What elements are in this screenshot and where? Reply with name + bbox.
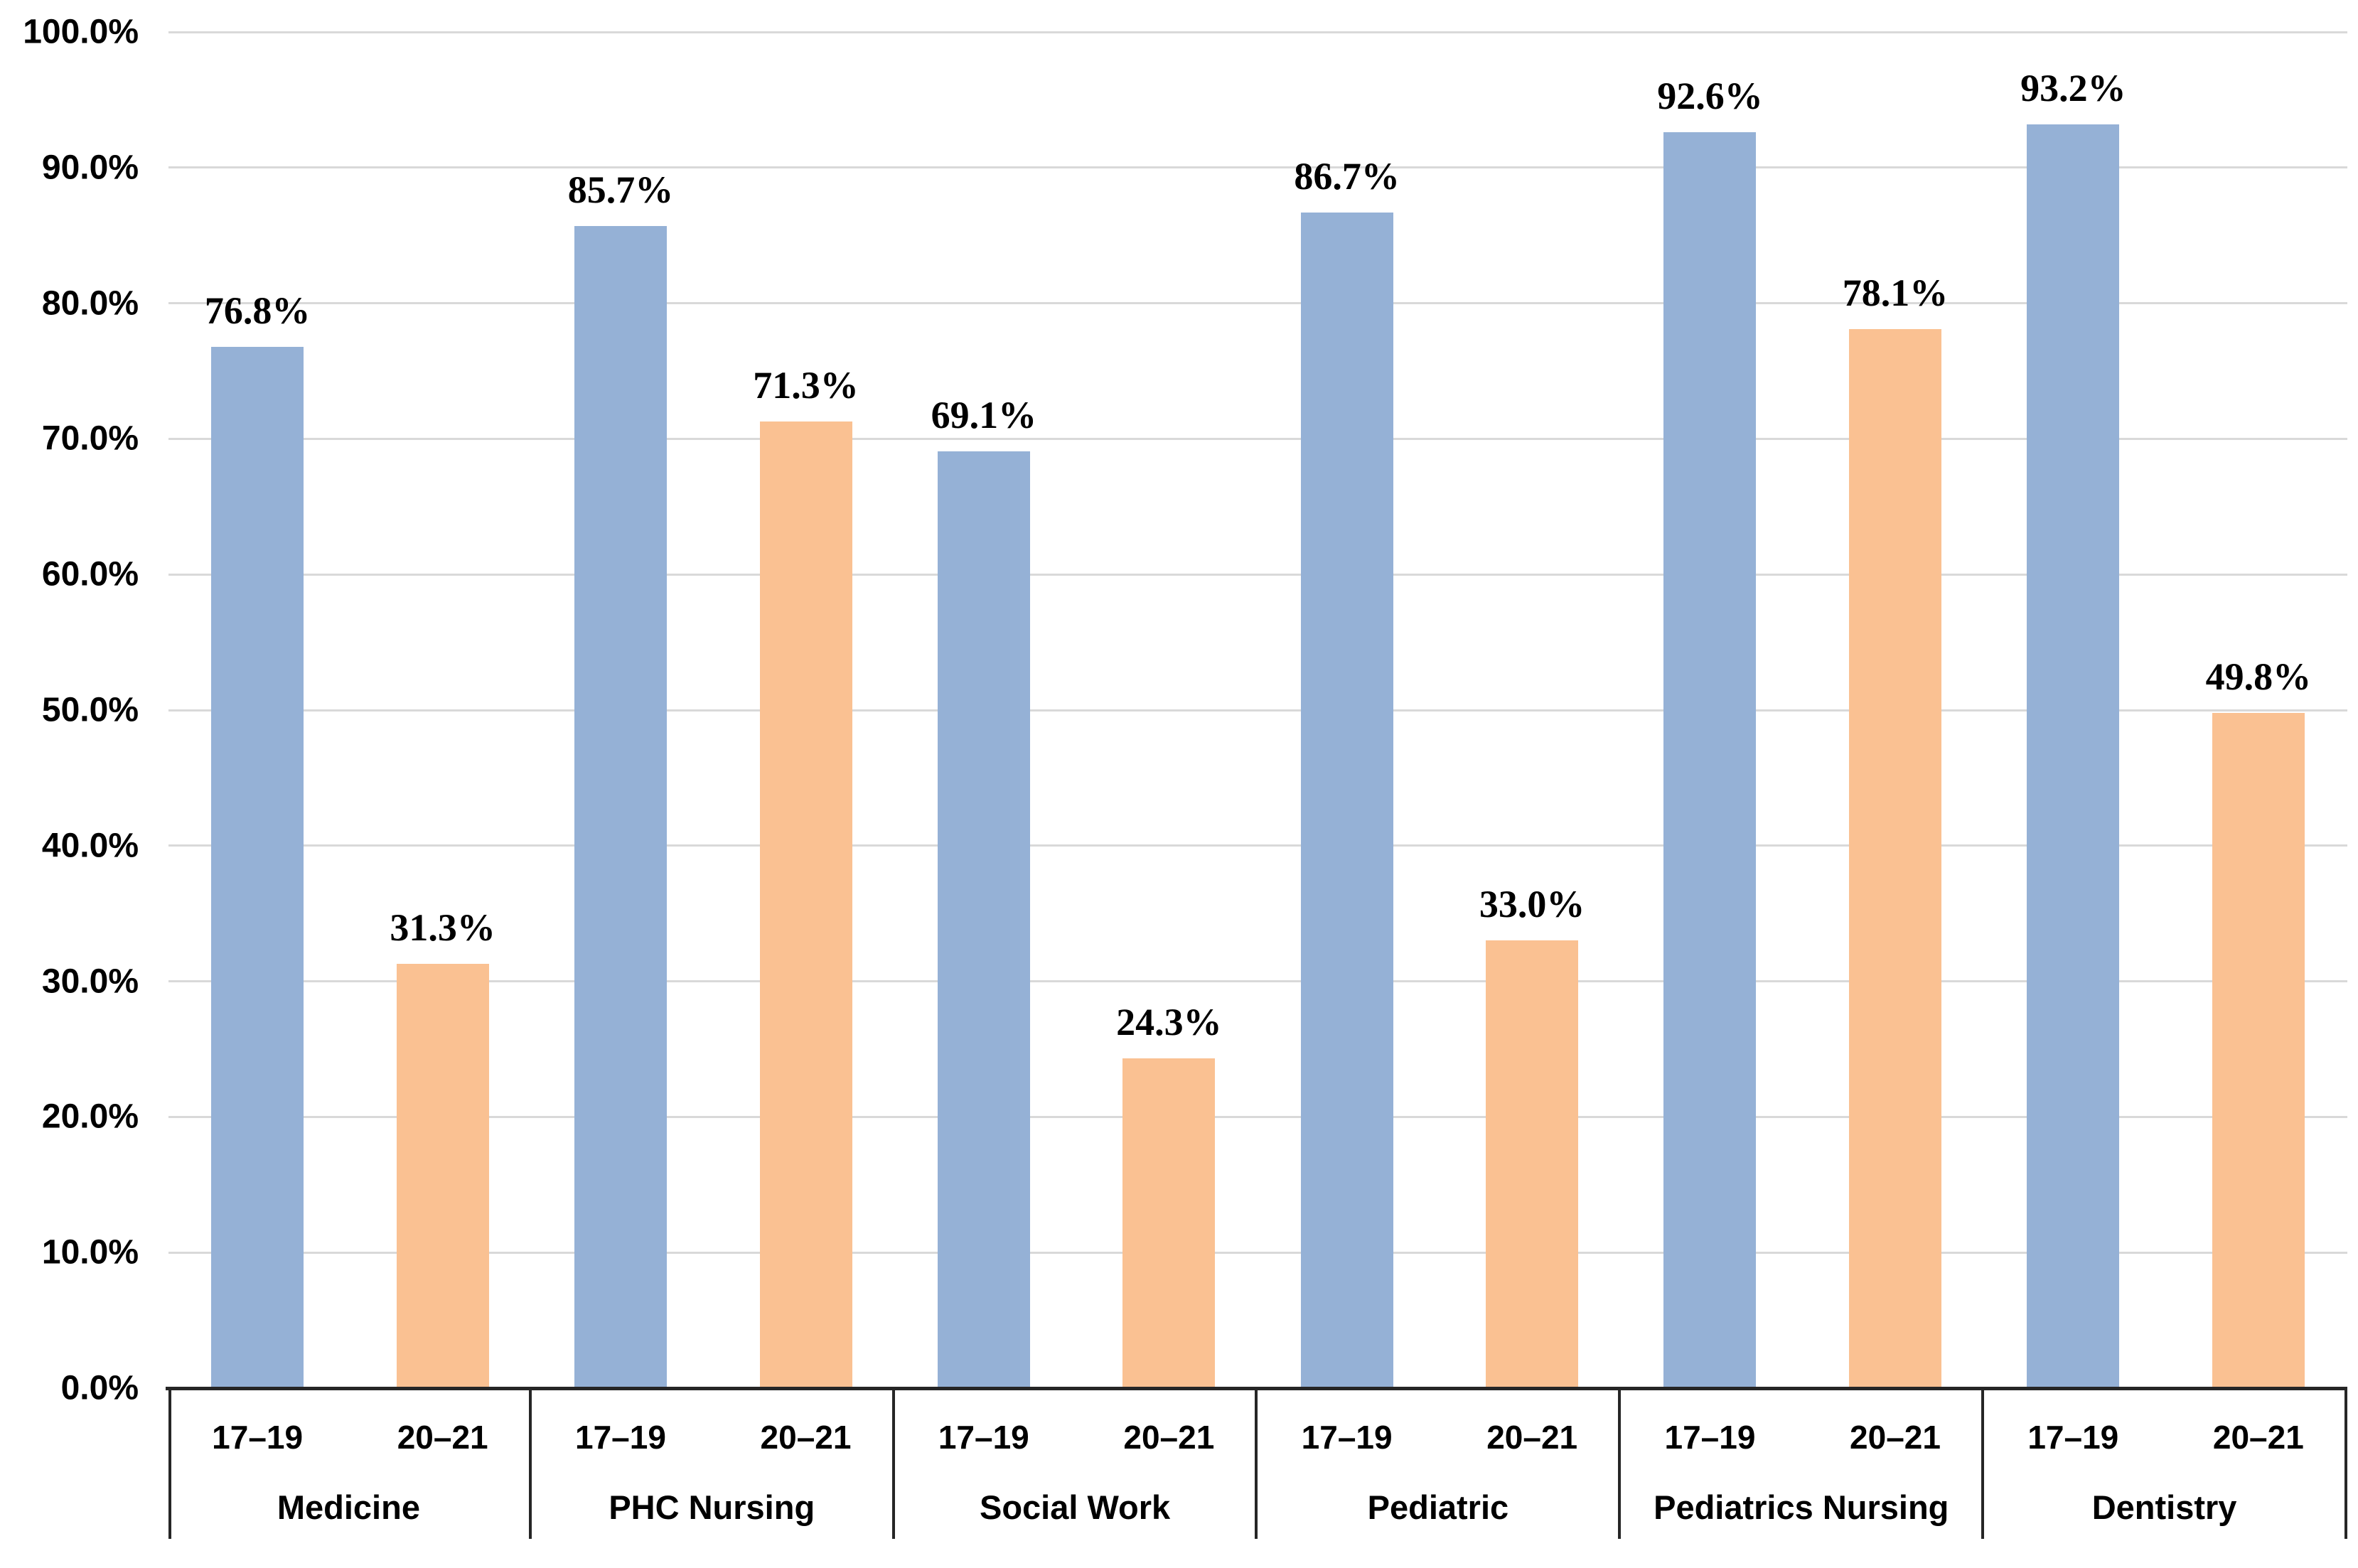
bar-value-label: 69.1% [931,393,1037,436]
bar-17–19-Dentistry [2027,124,2120,1388]
bar-value-label: 78.1% [1842,271,1949,314]
bar-20–21-Pediatric [1486,940,1579,1388]
y-axis-tick-label: 90.0% [41,149,139,187]
bar-value-label: 85.7% [567,168,674,211]
gridline [168,437,2347,440]
bar-value-label: 24.3% [1116,1001,1222,1044]
gridline [168,1251,2347,1254]
gridline [168,1115,2347,1118]
category-name-label: Pediatric [1367,1488,1509,1526]
series-tick-label: 17–19 [212,1419,304,1456]
category-cell-PHC Nursing: 17–19 20–21 PHC Nursing [532,1388,895,1539]
bar-value-label: 71.3% [753,363,859,407]
bar-20–21-Social Work [1122,1058,1216,1388]
y-axis-tick-label: 30.0% [41,962,139,1001]
series-tick-label: 20–21 [397,1419,488,1456]
bar-20–21-Medicine [396,963,489,1388]
series-tick-label: 17–19 [575,1419,666,1456]
category-cell-Medicine: 17–19 20–21 Medicine [168,1388,532,1539]
category-name-label: Pediatrics Nursing [1654,1488,1949,1526]
gridline [168,573,2347,576]
category-name-label: Dentistry [2091,1488,2237,1526]
y-axis-tick-label: 80.0% [41,284,139,323]
series-tick-label: 17–19 [1664,1419,1756,1456]
y-axis-tick-label: 70.0% [41,419,139,458]
gridline [168,31,2347,33]
series-tick-label: 20–21 [1850,1419,1941,1456]
bar-17–19-Medicine [211,346,304,1388]
bar-17–19-Pediatrics Nursing [1663,132,1757,1388]
bar-value-label: 76.8% [204,289,311,332]
category-cell-Pediatric: 17–19 20–21 Pediatric [1258,1388,1622,1539]
category-cell-Pediatrics Nursing: 17–19 20–21 Pediatrics Nursing [1621,1388,1985,1539]
y-axis-tick-label: 20.0% [41,1097,139,1136]
series-tick-label: 20–21 [2212,1419,2304,1456]
category-cell-Dentistry: 17–19 20–21 Dentistry [1984,1388,2347,1539]
bar-17–19-PHC Nursing [574,225,667,1388]
y-axis-tick-label: 60.0% [41,555,139,594]
category-name-label: Medicine [277,1488,420,1526]
category-cell-Social Work: 17–19 20–21 Social Work [895,1388,1258,1539]
category-name-label: PHC Nursing [609,1488,815,1526]
y-axis-tick-label: 40.0% [41,827,139,865]
bar-value-label: 86.7% [1294,154,1400,198]
bar-20–21-Pediatrics Nursing [1849,328,1941,1388]
bar-value-label: 49.8% [2205,655,2312,698]
series-tick-label: 17–19 [2027,1419,2119,1456]
y-axis-tick-label: 50.0% [41,691,139,729]
gridline [168,844,2347,847]
gridline [168,709,2347,711]
gridline [168,980,2347,983]
gridline [168,302,2347,305]
series-tick-label: 20–21 [760,1419,852,1456]
series-tick-label: 20–21 [1123,1419,1215,1456]
series-tick-label: 20–21 [1486,1419,1578,1456]
bar-20–21-PHC Nursing [759,421,852,1388]
series-tick-label: 17–19 [1301,1419,1393,1456]
bar-value-label: 31.3% [390,906,495,949]
bar-17–19-Pediatric [1300,212,1393,1388]
bar-value-label: 93.2% [2020,66,2126,109]
bar-value-label: 33.0% [1479,883,1585,926]
y-axis-tick-label: 0.0% [60,1369,139,1407]
y-axis-tick-label: 10.0% [41,1233,139,1272]
bar-17–19-Social Work [937,451,1030,1388]
y-axis-tick-label: 100.0% [23,13,139,51]
bar-20–21-Dentistry [2212,712,2305,1388]
category-name-label: Social Work [979,1488,1171,1526]
gridline [168,166,2347,169]
series-tick-label: 17–19 [938,1419,1029,1456]
bar-value-label: 92.6% [1657,75,1763,118]
category-axis-table: 17–19 20–21 Medicine 17–19 20–21 PHC Nursing 1… [168,1388,2347,1539]
